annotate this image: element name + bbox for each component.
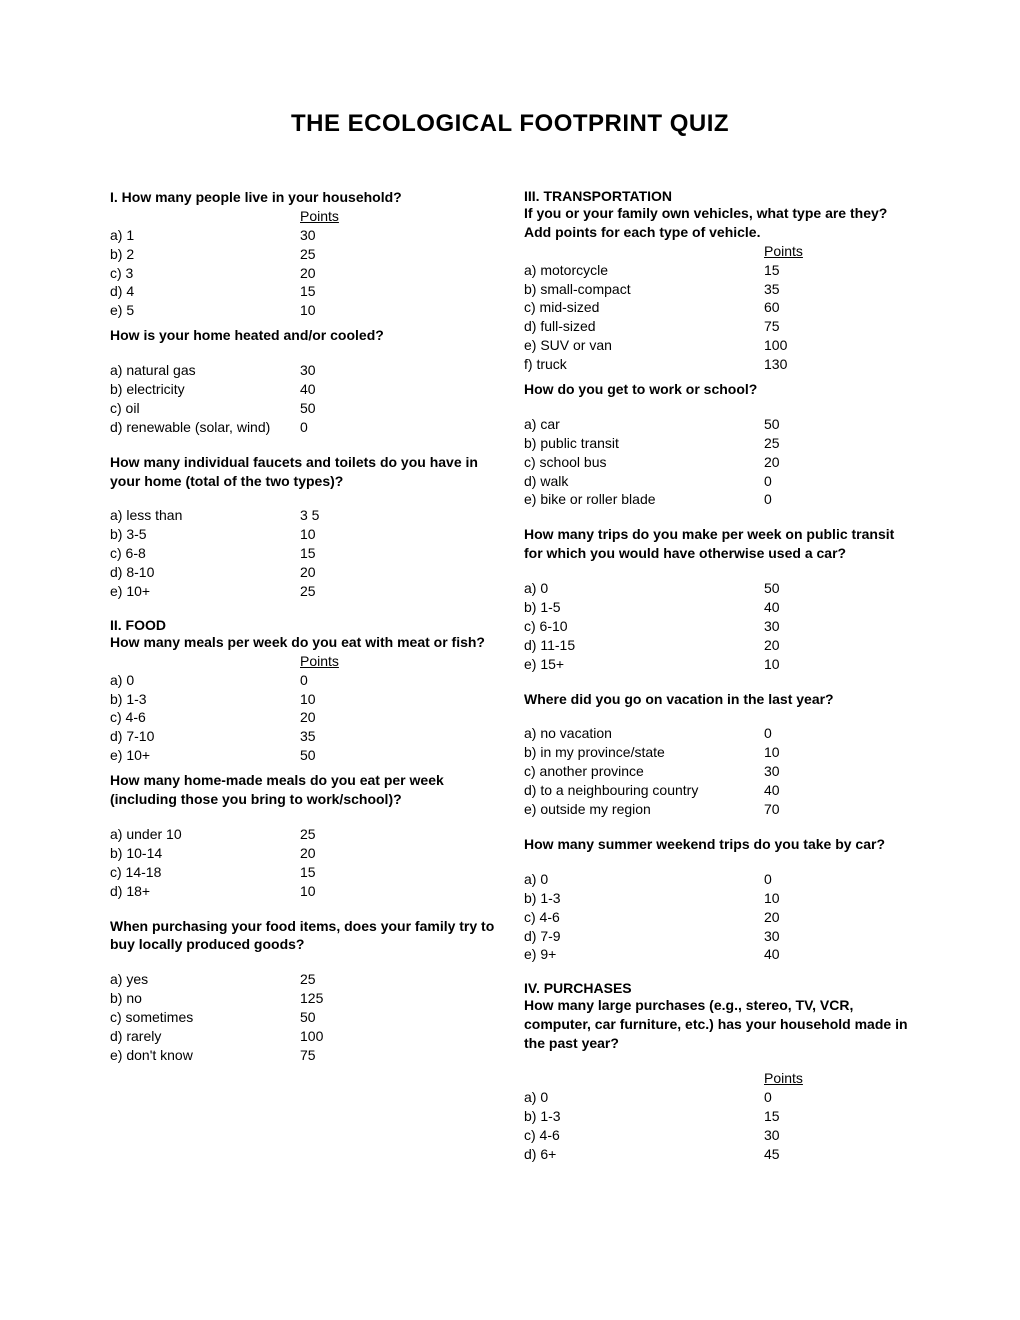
points-header: Points [300, 653, 339, 669]
q12-text: How many large purchases (e.g., stereo, … [524, 996, 910, 1053]
option-row: a) 00 [110, 671, 496, 690]
right-column: III. TRANSPORTATION If you or your famil… [524, 188, 910, 1179]
points-header: Points [300, 208, 339, 224]
option-row: e) 9+40 [524, 945, 910, 964]
q3-text: How many individual faucets and toilets … [110, 453, 496, 491]
option-row: b) 3-510 [110, 525, 496, 544]
option-row: b) electricity40 [110, 380, 496, 399]
option-row: d) walk0 [524, 472, 910, 491]
option-row: a) less than3 5 [110, 506, 496, 525]
content-columns: I. How many people live in your househol… [110, 188, 910, 1179]
option-row: c) 4-630 [524, 1126, 910, 1145]
option-row: d) 11-1520 [524, 636, 910, 655]
section-3-heading: III. TRANSPORTATION [524, 188, 910, 204]
q7-text: If you or your family own vehicles, what… [524, 204, 910, 242]
option-row: b) 10-1420 [110, 844, 496, 863]
q10-text: Where did you go on vacation in the last… [524, 690, 910, 709]
option-row: c) 4-620 [524, 908, 910, 927]
option-row: f) truck130 [524, 355, 910, 374]
option-row: c) oil50 [110, 399, 496, 418]
option-row: b) 225 [110, 245, 496, 264]
option-row: c) another province30 [524, 762, 910, 781]
q4-text: How many meals per week do you eat with … [110, 633, 496, 652]
q5-text: How many home-made meals do you eat per … [110, 771, 496, 809]
option-row: d) renewable (solar, wind)0 [110, 418, 496, 437]
option-row: e) 10+50 [110, 746, 496, 765]
option-row: c) 6-1030 [524, 617, 910, 636]
option-row: d) 7-930 [524, 927, 910, 946]
option-row: d) to a neighbouring country40 [524, 781, 910, 800]
points-header: Points [764, 1070, 803, 1086]
option-row: a) motorcycle15 [524, 261, 910, 280]
option-row: b) no125 [110, 989, 496, 1008]
option-row: c) 6-815 [110, 544, 496, 563]
option-row: d) full-sized75 [524, 317, 910, 336]
option-row: b) 1-310 [524, 889, 910, 908]
q8-options: a) car50 b) public transit25 c) school b… [524, 415, 910, 509]
option-row: d) 8-1020 [110, 563, 496, 582]
section-1-heading: I. How many people live in your househol… [110, 188, 496, 207]
option-row: e) 15+10 [524, 655, 910, 674]
option-row: e) bike or roller blade0 [524, 490, 910, 509]
option-row: b) in my province/state10 [524, 743, 910, 762]
option-row: d) 6+45 [524, 1145, 910, 1164]
option-row: a) car50 [524, 415, 910, 434]
option-row: a) yes25 [110, 970, 496, 989]
option-row: c) 320 [110, 264, 496, 283]
q4-options: Points a) 00 b) 1-310 c) 4-620 d) 7-1035… [110, 652, 496, 765]
option-row: d) 18+10 [110, 882, 496, 901]
option-row: b) 1-540 [524, 598, 910, 617]
q9-text: How many trips do you make per week on p… [524, 525, 910, 563]
option-row: b) public transit25 [524, 434, 910, 453]
option-row: c) 14-1815 [110, 863, 496, 882]
q12-options: Points a) 00 b) 1-315 c) 4-630 d) 6+45 [524, 1069, 910, 1163]
option-row: e) outside my region70 [524, 800, 910, 819]
option-row: c) school bus20 [524, 453, 910, 472]
q2-text: How is your home heated and/or cooled? [110, 326, 496, 345]
option-row: c) 4-620 [110, 708, 496, 727]
option-row: e) SUV or van100 [524, 336, 910, 355]
q7-options: Points a) motorcycle15 b) small-compact3… [524, 242, 910, 374]
q3-options: a) less than3 5 b) 3-510 c) 6-815 d) 8-1… [110, 506, 496, 600]
q11-options: a) 00 b) 1-310 c) 4-620 d) 7-930 e) 9+40 [524, 870, 910, 964]
option-row: b) small-compact35 [524, 280, 910, 299]
q1-options: Points a) 130 b) 225 c) 320 d) 415 e) 51… [110, 207, 496, 320]
option-row: a) natural gas30 [110, 361, 496, 380]
option-row: d) 415 [110, 282, 496, 301]
points-header: Points [764, 243, 803, 259]
option-row: e) don't know75 [110, 1046, 496, 1065]
q5-options: a) under 1025 b) 10-1420 c) 14-1815 d) 1… [110, 825, 496, 901]
option-row: a) 00 [524, 870, 910, 889]
option-row: e) 10+25 [110, 582, 496, 601]
section-2-heading: II. FOOD [110, 617, 496, 633]
option-row: c) sometimes50 [110, 1008, 496, 1027]
option-row: d) rarely100 [110, 1027, 496, 1046]
left-column: I. How many people live in your househol… [110, 188, 496, 1179]
option-row: c) mid-sized60 [524, 298, 910, 317]
option-row: d) 7-1035 [110, 727, 496, 746]
option-row: a) 00 [524, 1088, 910, 1107]
q9-options: a) 050 b) 1-540 c) 6-1030 d) 11-1520 e) … [524, 579, 910, 673]
option-row: e) 510 [110, 301, 496, 320]
page-title: THE ECOLOGICAL FOOTPRINT QUIZ [110, 110, 910, 138]
option-row: a) 130 [110, 226, 496, 245]
option-row: b) 1-315 [524, 1107, 910, 1126]
q8-text: How do you get to work or school? [524, 380, 910, 399]
q2-options: a) natural gas30 b) electricity40 c) oil… [110, 361, 496, 437]
q6-text: When purchasing your food items, does yo… [110, 917, 496, 955]
section-4-heading: IV. PURCHASES [524, 980, 910, 996]
option-row: a) no vacation0 [524, 724, 910, 743]
option-row: a) 050 [524, 579, 910, 598]
q6-options: a) yes25 b) no125 c) sometimes50 d) rare… [110, 970, 496, 1064]
q10-options: a) no vacation0 b) in my province/state1… [524, 724, 910, 818]
option-row: b) 1-310 [110, 690, 496, 709]
option-row: a) under 1025 [110, 825, 496, 844]
q11-text: How many summer weekend trips do you tak… [524, 835, 910, 854]
